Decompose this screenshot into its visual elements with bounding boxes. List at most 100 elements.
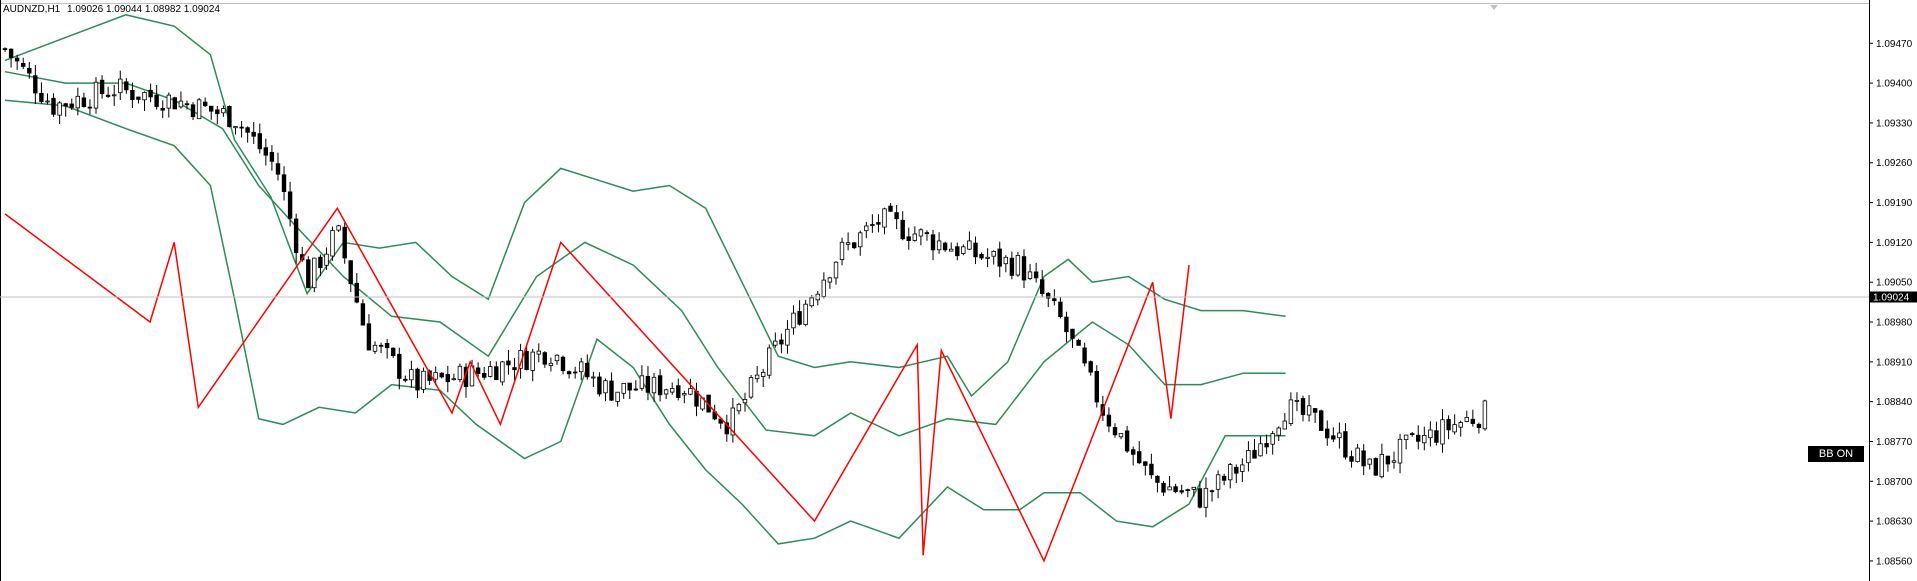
candle-bull xyxy=(736,403,742,412)
candle-bull xyxy=(773,340,778,346)
candle-bear xyxy=(306,259,311,289)
candle-bear xyxy=(378,344,384,347)
candle-bear xyxy=(566,371,572,375)
candle-bear xyxy=(1349,456,1354,462)
candle-bull xyxy=(554,354,560,362)
candle-bull xyxy=(457,365,463,380)
y-tick-label: 1.08980 xyxy=(1876,318,1913,329)
candle-bear xyxy=(1446,419,1451,431)
candle-bull xyxy=(142,92,147,101)
candle-bear xyxy=(245,127,250,133)
candles xyxy=(2,47,1488,518)
y-tick-label: 1.09190 xyxy=(1876,198,1913,209)
y-tick-label: 1.08770 xyxy=(1876,437,1913,448)
candle-bull xyxy=(1440,419,1445,445)
candle-bull xyxy=(1203,487,1209,508)
candle-bull xyxy=(1482,400,1488,430)
candle-bull xyxy=(118,78,123,94)
candle-bear xyxy=(439,372,444,378)
candle-bear xyxy=(1331,435,1336,440)
candle-bull xyxy=(330,230,335,257)
candle-bear xyxy=(609,380,614,401)
candle-bull xyxy=(882,208,887,228)
candle-bear xyxy=(1009,257,1015,276)
candle-bear xyxy=(215,109,220,115)
candle-bear xyxy=(475,367,481,374)
candle-bear xyxy=(190,104,196,118)
candle-bear xyxy=(1410,433,1415,436)
candle-bull xyxy=(809,297,814,307)
candle-bear xyxy=(1434,430,1439,443)
candle-bear xyxy=(99,79,105,94)
candle-bear xyxy=(657,375,663,396)
candle-bear xyxy=(852,242,857,249)
candle-bull xyxy=(1288,399,1294,424)
ohlc-values: 1.09026 1.09044 1.08982 1.09024 xyxy=(67,4,220,15)
candle-bear xyxy=(257,133,262,150)
shift-marker-icon[interactable] xyxy=(1490,5,1498,10)
candle-bear xyxy=(148,89,153,98)
candle-bull xyxy=(682,393,687,396)
candle-bear xyxy=(397,353,402,379)
bollinger-middle-line xyxy=(4,70,1286,437)
candle-bull xyxy=(985,256,990,259)
candle-bear xyxy=(779,339,784,345)
candle-bear xyxy=(63,103,68,107)
candle-bear xyxy=(8,48,14,59)
candle-bull xyxy=(827,277,833,283)
candle-bull xyxy=(221,108,226,114)
candle-bull xyxy=(112,94,117,97)
y-tick-label: 1.08560 xyxy=(1876,556,1913,567)
candle-bear xyxy=(51,97,56,115)
candle-bear xyxy=(1112,427,1118,436)
candle-bear xyxy=(481,372,487,378)
candle-bear xyxy=(318,256,323,269)
candle-bull xyxy=(639,375,645,389)
candle-bull xyxy=(767,347,772,376)
candle-bull xyxy=(1464,416,1469,422)
candle-bear xyxy=(1300,398,1306,416)
candle-bull xyxy=(1403,434,1409,441)
candle-bull xyxy=(621,382,626,394)
candle-bear xyxy=(955,246,960,257)
candle-bull xyxy=(651,376,657,394)
candle-bull xyxy=(663,389,669,395)
candle-bear xyxy=(1088,361,1093,373)
candle-bull xyxy=(196,99,202,120)
zigzag-indicator xyxy=(4,206,1190,563)
y-tick-label: 1.09050 xyxy=(1876,278,1913,289)
bb-toggle-button[interactable]: BB ON xyxy=(1808,446,1864,462)
candle-bull xyxy=(1015,254,1021,276)
candle-bull xyxy=(967,240,972,250)
candle-bull xyxy=(1258,443,1263,457)
zigzag-line xyxy=(4,206,1190,563)
candle-bear xyxy=(942,242,948,251)
candle-bear xyxy=(1173,486,1178,493)
candle-bear xyxy=(676,385,681,399)
candle-bull xyxy=(1428,429,1433,439)
candle-bull xyxy=(324,253,329,266)
candle-bull xyxy=(858,232,863,248)
candle-bear xyxy=(524,350,529,370)
candle-bear xyxy=(1021,256,1027,281)
candle-bear xyxy=(1185,489,1190,492)
candle-bear xyxy=(1161,482,1166,493)
candle-bear xyxy=(1094,370,1099,403)
price-tag-box xyxy=(1870,291,1917,303)
y-tick-label: 1.09330 xyxy=(1876,118,1913,129)
bollinger-lower-line xyxy=(4,99,1286,545)
candle-bear xyxy=(1221,475,1227,481)
y-tick-label: 1.08840 xyxy=(1876,397,1913,408)
candle-bear xyxy=(1312,408,1318,413)
candle-bull xyxy=(75,95,80,109)
candle-bear xyxy=(888,205,893,212)
candle-bull xyxy=(1422,434,1427,444)
candle-bear xyxy=(1179,490,1184,493)
candle-bull xyxy=(791,312,796,329)
candle-bull xyxy=(670,387,675,393)
candle-bear xyxy=(1076,339,1081,346)
candle-bear xyxy=(1373,458,1378,476)
candle-bull xyxy=(864,225,869,232)
